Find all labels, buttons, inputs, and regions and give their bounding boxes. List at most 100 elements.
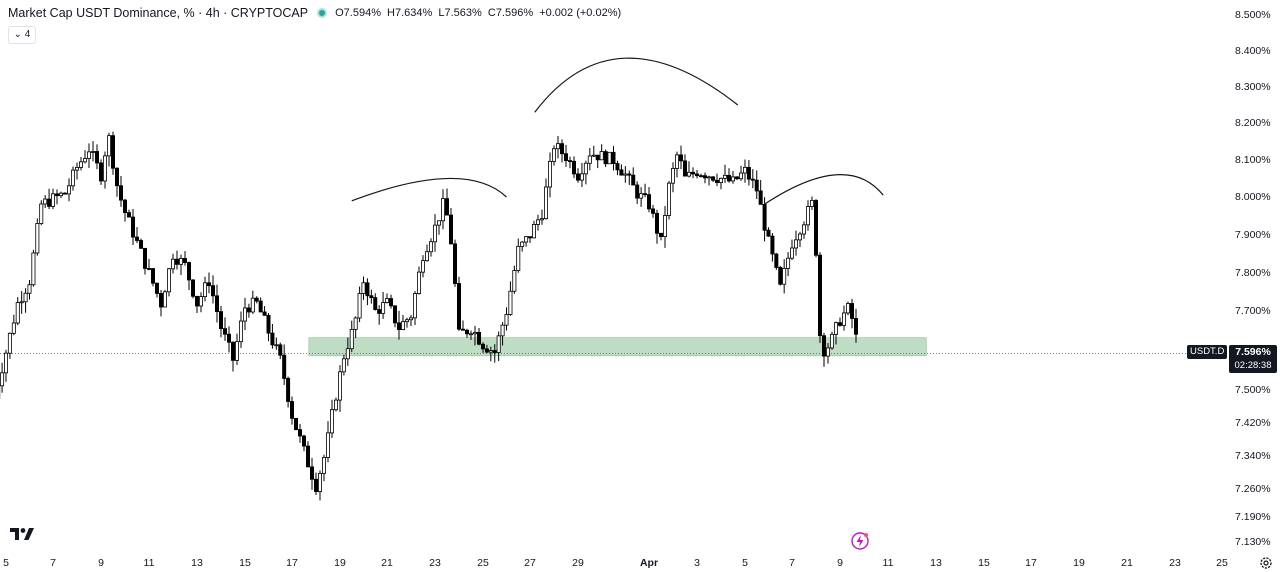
candle <box>651 205 656 218</box>
y-tick-label: 8.200% <box>1235 117 1271 129</box>
candle <box>440 189 445 230</box>
arc-drawing[interactable] <box>534 57 739 113</box>
candle <box>647 187 652 213</box>
candle <box>544 178 549 220</box>
candle <box>587 147 592 171</box>
candle <box>190 279 195 299</box>
candle <box>492 344 497 363</box>
candle <box>850 298 855 329</box>
candle <box>286 376 291 408</box>
candle <box>23 288 28 313</box>
candle <box>484 344 489 354</box>
candle <box>766 227 771 237</box>
candle <box>301 434 306 452</box>
candle <box>687 161 692 178</box>
candle <box>731 170 736 184</box>
candle <box>47 188 52 210</box>
candle <box>615 160 620 176</box>
candle <box>59 191 64 199</box>
candle <box>321 454 326 482</box>
candle <box>500 322 505 346</box>
x-tick-label: 13 <box>191 557 203 569</box>
candle <box>548 152 553 198</box>
candle <box>416 266 421 295</box>
candle <box>591 145 596 158</box>
candle <box>794 230 799 256</box>
tradingview-logo-icon[interactable] <box>10 527 38 541</box>
candle <box>51 188 56 210</box>
candle <box>158 290 163 317</box>
gear-icon[interactable] <box>1259 556 1273 570</box>
candle <box>293 417 298 431</box>
candle <box>460 320 465 331</box>
candle <box>226 326 231 353</box>
arc-drawing[interactable] <box>763 173 884 206</box>
candle <box>218 305 223 338</box>
candle <box>111 131 116 175</box>
candle <box>373 293 378 311</box>
candle <box>317 470 322 501</box>
candle <box>576 168 581 183</box>
candle <box>202 276 207 302</box>
candle <box>774 252 779 270</box>
candle <box>31 249 36 287</box>
candle <box>607 151 612 165</box>
candle <box>230 341 235 372</box>
candle <box>456 276 461 331</box>
candle <box>333 397 338 412</box>
y-tick-label: 7.340% <box>1235 450 1271 462</box>
candle <box>568 156 573 169</box>
candle <box>305 441 310 468</box>
candle <box>119 176 124 207</box>
candle <box>516 238 521 273</box>
indicators-toggle-button[interactable]: ⌄ 4 <box>8 26 36 44</box>
candle <box>727 168 732 183</box>
candle <box>27 279 32 300</box>
symbol-title[interactable]: Market Cap USDT Dominance, % · 4h · CRYP… <box>8 6 309 20</box>
y-tick-label: 8.300% <box>1235 81 1271 93</box>
candle <box>675 151 680 178</box>
candle <box>130 209 135 246</box>
candle <box>830 331 835 350</box>
x-tick-label: 21 <box>1121 557 1133 569</box>
candle <box>282 344 287 385</box>
candle <box>480 342 485 353</box>
candle <box>711 176 716 183</box>
low-value: L7.563% <box>438 7 482 19</box>
candle <box>782 259 787 294</box>
candle <box>476 328 481 346</box>
candle <box>309 457 314 490</box>
candle <box>254 296 259 304</box>
candle <box>778 265 783 286</box>
flash-icon[interactable] <box>850 531 870 551</box>
candle <box>166 267 171 297</box>
candle <box>87 143 92 169</box>
candle <box>123 198 128 222</box>
y-tick-label: 7.800% <box>1235 267 1271 279</box>
candle <box>138 238 143 249</box>
candle <box>667 180 672 220</box>
candle <box>365 278 370 306</box>
candle <box>103 151 108 189</box>
candle <box>206 272 211 294</box>
candle <box>723 164 728 183</box>
candle <box>611 146 616 171</box>
x-tick-label: 9 <box>837 557 843 569</box>
candle <box>699 173 704 178</box>
candle <box>452 239 457 287</box>
y-tick-label: 7.700% <box>1235 305 1271 317</box>
candle <box>834 321 839 345</box>
candle <box>182 251 187 266</box>
support-zone[interactable] <box>308 337 927 357</box>
candle <box>274 337 279 350</box>
arc-drawing[interactable] <box>351 177 507 202</box>
candle <box>35 218 40 256</box>
candle <box>250 290 255 314</box>
x-tick-label: 7 <box>50 557 56 569</box>
candle <box>428 238 433 257</box>
candle <box>234 333 239 365</box>
candle <box>115 167 120 197</box>
candle <box>572 156 577 179</box>
candle <box>79 156 84 171</box>
